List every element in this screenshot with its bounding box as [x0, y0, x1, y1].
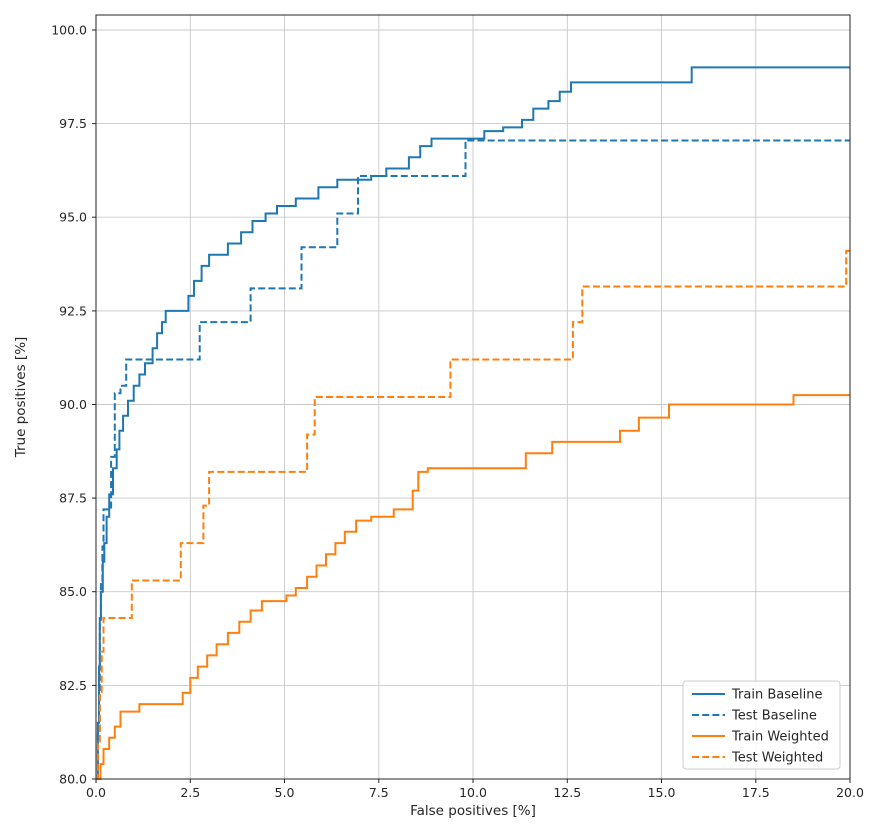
y-tick-label: 97.5	[59, 116, 87, 131]
legend-frame	[682, 680, 841, 770]
legend: Train Baseline Test Baseline Train Weighte…	[682, 680, 841, 770]
legend-label: Test Baseline	[731, 709, 817, 724]
series-line-train-baseline	[96, 66, 850, 780]
x-tick-label: 5.0	[275, 785, 295, 800]
legend-label: Train Weighted	[731, 730, 829, 745]
y-tick-label: 92.5	[59, 303, 87, 318]
x-tick-label: 12.5	[553, 785, 581, 800]
y-tick-label: 95.0	[59, 210, 87, 225]
series-line-test-baseline	[96, 139, 850, 780]
x-tick-label: 20.0	[836, 785, 864, 800]
y-tick-label: 80.0	[59, 772, 87, 787]
x-tick-label: 15.0	[648, 785, 676, 800]
series-line-test-weighted	[96, 249, 850, 780]
y-tick-label: 87.5	[59, 491, 87, 506]
y-tick-label: 85.0	[59, 584, 87, 599]
x-tick-label: 0.0	[86, 785, 106, 800]
x-tick-label: 10.0	[459, 785, 487, 800]
x-tick-label: 7.5	[369, 785, 389, 800]
y-tick-label: 82.5	[59, 678, 87, 693]
x-tick-label: 17.5	[742, 785, 770, 800]
legend-label: Train Baseline	[731, 688, 822, 703]
y-axis-label: True positives [%]	[13, 336, 29, 458]
y-tick-label: 100.0	[51, 23, 87, 38]
x-axis-label: False positives [%]	[410, 803, 536, 819]
y-tick-label: 90.0	[59, 397, 87, 412]
legend-label: Test Weighted	[731, 751, 823, 766]
series-line-train-weighted	[96, 394, 850, 780]
x-tick-label: 2.5	[180, 785, 200, 800]
